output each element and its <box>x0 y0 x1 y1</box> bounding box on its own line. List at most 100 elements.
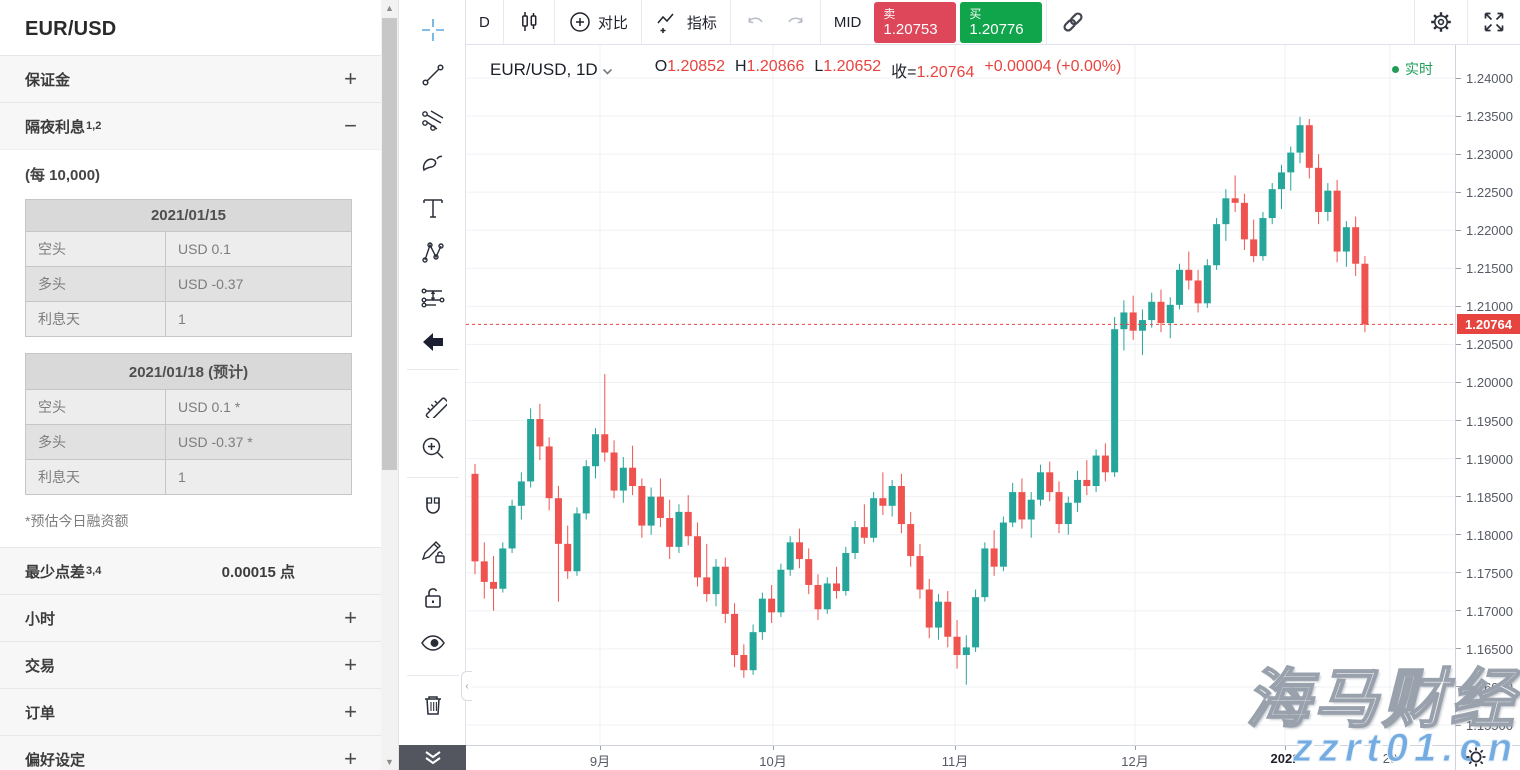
candle-body <box>823 583 831 610</box>
scrollbar-thumb[interactable] <box>382 18 397 470</box>
row-label: 空头 <box>25 389 166 425</box>
compare-plus-icon <box>570 12 590 32</box>
drawing-toolbar <box>398 0 466 770</box>
indicators-label: 指标 <box>686 14 717 32</box>
candle-body <box>897 486 905 525</box>
scroll-down-icon[interactable]: ▼ <box>385 757 394 767</box>
toolbar-collapse-handle[interactable]: ‹ <box>461 671 472 701</box>
expand-icon[interactable]: + <box>344 746 357 770</box>
buy-button[interactable]: 买 1.20776 <box>960 1 1043 43</box>
collapse-toolbar-button[interactable] <box>399 745 466 770</box>
y-axis-label: 1.21000 <box>1466 299 1513 315</box>
toolbar-divider <box>407 369 459 370</box>
candle-body <box>990 548 998 567</box>
candle-body <box>564 543 572 572</box>
expand-icon[interactable]: + <box>344 66 357 91</box>
fullscreen-button[interactable] <box>1468 0 1520 44</box>
arrow-tool-button[interactable] <box>419 328 447 356</box>
y-axis-label: 1.19500 <box>1466 413 1513 429</box>
compare-button[interactable]: 对比 <box>555 0 641 44</box>
candle-body <box>842 552 850 592</box>
crosshair-tool-button[interactable] <box>419 16 447 44</box>
realtime-indicator: 实时 <box>1392 59 1433 79</box>
section-orders[interactable]: 订单 + <box>0 688 381 735</box>
candle-body <box>545 446 553 499</box>
chart-style-button[interactable] <box>504 0 554 44</box>
trend-line-tool-button[interactable] <box>419 61 447 89</box>
trend-line-icon <box>422 64 444 86</box>
indicators-button[interactable]: 指标 <box>642 0 730 44</box>
row-label: 利息天 <box>25 301 166 337</box>
candle-body <box>1250 239 1258 257</box>
collapse-icon[interactable]: − <box>344 113 357 138</box>
candle-body <box>1222 198 1230 225</box>
y-axis-label: 1.17000 <box>1466 603 1513 619</box>
interval-button[interactable]: D <box>466 0 503 44</box>
ruler-icon <box>425 397 447 418</box>
candle-body <box>786 542 794 570</box>
candle-body <box>1342 227 1350 252</box>
candle-body <box>935 601 942 628</box>
link-button[interactable] <box>1047 0 1099 44</box>
chevron-down-icon[interactable] <box>602 68 613 76</box>
fib-tools-button[interactable] <box>419 106 447 134</box>
zoom-in-button[interactable] <box>419 434 447 462</box>
row-value: 1 <box>165 459 352 495</box>
candle-body <box>777 569 785 613</box>
last-price-tag: 1.20764 <box>1457 314 1520 335</box>
candle-body <box>647 496 655 526</box>
scroll-up-icon[interactable]: ▲ <box>385 3 394 13</box>
sell-button[interactable]: 卖 1.20753 <box>874 1 957 43</box>
redo-icon <box>788 17 803 24</box>
candle-body <box>1101 455 1109 473</box>
expand-icon[interactable]: + <box>344 652 357 677</box>
realtime-dot-icon <box>1392 65 1399 73</box>
realtime-label: 实时 <box>1405 61 1433 77</box>
instrument-info-panel: EUR/USD 保证金 + 隔夜利息 1,2 − (每 10,000) 2021/… <box>0 0 381 770</box>
section-preferences[interactable]: 偏好设定 + <box>0 735 381 770</box>
section-margin[interactable]: 保证金 + <box>0 55 381 102</box>
brush-tool-button[interactable] <box>419 150 447 178</box>
sidebar-scrollbar[interactable]: ▲ ▼ <box>381 0 398 770</box>
projection-tool-button[interactable] <box>419 283 447 311</box>
candle-body <box>1240 202 1248 240</box>
expand-icon[interactable]: + <box>344 699 357 724</box>
row-value: 1 <box>165 301 352 337</box>
candle-body <box>1166 304 1174 324</box>
undo-icon <box>748 17 763 24</box>
section-overnight-interest[interactable]: 隔夜利息 1,2 − <box>0 102 381 149</box>
undo-button[interactable] <box>731 0 781 44</box>
price-axis[interactable]: 1.24000 1.23500 1.23000 1.22500 1.22000 1.215… <box>1455 45 1520 745</box>
section-hours[interactable]: 小时 + <box>0 594 381 641</box>
legend-symbol[interactable]: EUR/USD, 1D <box>490 60 598 79</box>
legend-open: O1.20852 <box>654 58 725 75</box>
lock-drawings-button[interactable] <box>419 584 447 612</box>
mid-price-button[interactable]: MID <box>821 0 875 44</box>
hide-drawings-button[interactable] <box>419 629 447 657</box>
candle-body <box>1296 125 1304 153</box>
text-tool-button[interactable] <box>419 194 447 222</box>
measure-tool-button[interactable] <box>419 390 447 418</box>
chart-settings-button[interactable] <box>1415 0 1467 44</box>
y-axis-label: 1.21500 <box>1466 261 1513 277</box>
link-icon <box>1063 12 1083 32</box>
y-axis-label: 1.19000 <box>1466 451 1513 467</box>
compare-label: 对比 <box>597 14 628 32</box>
row-label: 多头 <box>25 266 166 302</box>
remove-drawings-button[interactable] <box>419 691 447 719</box>
magnet-mode-button[interactable] <box>419 494 447 522</box>
section-trading[interactable]: 交易 + <box>0 641 381 688</box>
time-axis[interactable]: 9月 10月 11月 12月 2021 20 <box>466 745 1520 770</box>
y-axis-label: 1.15500 <box>1466 718 1513 734</box>
stay-in-drawing-mode-button[interactable] <box>419 539 447 567</box>
expand-icon[interactable]: + <box>344 605 357 630</box>
toolbar-divider <box>407 675 459 676</box>
chart-pane[interactable]: EUR/USD, 1D O1.20852 H1.20866 L1.20652 收… <box>466 45 1455 745</box>
xabcd-pattern-button[interactable] <box>419 238 447 266</box>
footnote-marker: 1,2 <box>86 120 102 132</box>
sell-price: 1.20753 <box>883 20 938 38</box>
redo-button[interactable] <box>781 0 820 44</box>
candle-body <box>536 419 544 447</box>
toolbar-separator <box>1414 0 1415 44</box>
